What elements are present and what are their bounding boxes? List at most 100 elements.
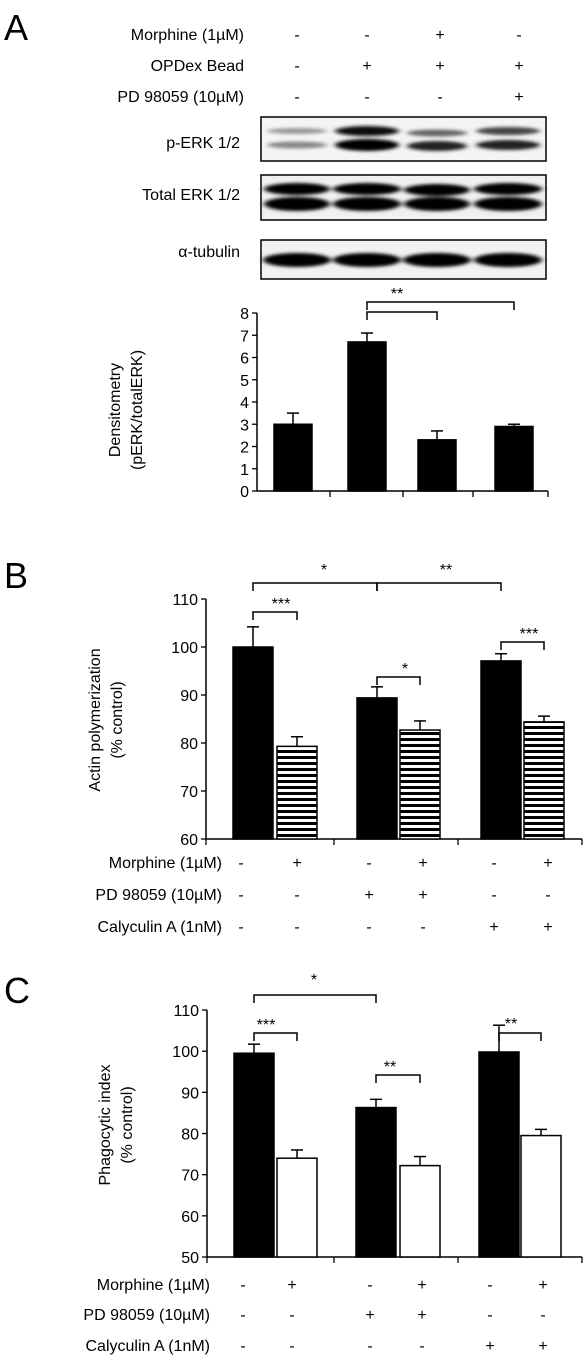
y-tick-label: 3 (240, 417, 249, 434)
panel-b-letter: B (4, 555, 28, 596)
y-tick-label: 50 (181, 1250, 199, 1267)
treatment-mark: + (489, 919, 498, 936)
treatment-mark: - (487, 1307, 492, 1324)
bar (523, 721, 565, 840)
blot-total-ERK-bands (264, 183, 542, 211)
y-tick-label: 4 (240, 395, 249, 412)
panel-c-treatment-table: Morphine (1µM) PD 98059 (10µM) Calyculin… (83, 1277, 547, 1355)
blot-pERK-bands (267, 126, 540, 151)
treatment-row-label: Morphine (1µM) (131, 27, 244, 44)
y-tick-label: 7 (240, 328, 249, 345)
treatment-mark: - (294, 887, 299, 904)
treatment-mark: - (240, 1277, 245, 1294)
y-tick-label: 8 (240, 306, 249, 323)
significance-label: * (402, 661, 408, 678)
treatment-mark: + (287, 1277, 296, 1294)
significance-bracket (252, 582, 378, 591)
treatment-row-label: Morphine (1µM) (109, 855, 222, 872)
significance-bracket (376, 676, 421, 685)
bar (417, 439, 457, 492)
y-tick-label: 70 (180, 784, 198, 801)
y-axis-label: Densitometry (107, 363, 124, 457)
panel-b-treatment-table: Morphine (1µM) PD 98059 (10µM) Calyculin… (95, 855, 552, 936)
y-tick-label: 70 (181, 1168, 199, 1185)
blot-label: p-ERK 1/2 (166, 135, 240, 152)
treatment-mark: + (485, 1338, 494, 1355)
y-tick-label: 110 (173, 1003, 199, 1020)
treatment-mark: - (238, 919, 243, 936)
treatment-mark: - (294, 89, 299, 106)
treatment-mark: - (289, 1338, 294, 1355)
bar (276, 1157, 318, 1258)
y-axis-label: Phagocytic index (97, 1065, 114, 1186)
treatment-row-label: OPDex Bead (151, 58, 244, 75)
y-tick-label: 1 (240, 462, 249, 479)
y-tick-label: 2 (240, 440, 249, 457)
panel-a-treatment-table: Morphine (1µM) OPDex Bead PD 98059 (10µM… (117, 27, 523, 106)
treatment-mark: - (289, 1307, 294, 1324)
bar (480, 660, 522, 840)
significance-bracket (252, 611, 298, 620)
significance-label: ** (391, 286, 403, 303)
treatment-mark: + (514, 89, 523, 106)
treatment-mark: - (364, 27, 369, 44)
bar (356, 697, 398, 840)
treatment-mark: + (435, 27, 444, 44)
treatment-mark: - (294, 58, 299, 75)
y-tick-label: 80 (181, 1127, 199, 1144)
y-tick-label: 6 (240, 351, 249, 368)
phagocytic-index-chart: Phagocytic index (% control) * *** ** **… (97, 972, 583, 1267)
y-axis-label: Actin polymerization (87, 648, 104, 791)
treatment-mark: - (294, 919, 299, 936)
blot-label: α-tubulin (178, 244, 240, 261)
treatment-mark: + (365, 1307, 374, 1324)
treatment-mark: - (366, 855, 371, 872)
treatment-mark: - (540, 1307, 545, 1324)
treatment-mark: + (538, 1338, 547, 1355)
treatment-mark: + (417, 1277, 426, 1294)
treatment-mark: - (240, 1338, 245, 1355)
y-tick-label: 90 (180, 688, 198, 705)
significance-label: * (321, 562, 327, 579)
significance-bracket (366, 301, 515, 310)
treatment-mark: + (364, 887, 373, 904)
bar (233, 1052, 275, 1258)
treatment-row-label: PD 98059 (10µM) (95, 887, 222, 904)
significance-label: *** (520, 626, 539, 643)
treatment-row-label: PD 98059 (10µM) (117, 89, 244, 106)
y-tick-label: 80 (180, 736, 198, 753)
treatment-mark: - (545, 887, 550, 904)
treatment-mark: + (417, 1307, 426, 1324)
significance-label: *** (257, 1017, 276, 1034)
densitometry-chart: Densitometry (pERK/totalERK) ** 0 1 2 3 4 5 6 7… (107, 286, 549, 501)
treatment-mark: + (514, 58, 523, 75)
bar (276, 745, 318, 840)
significance-label: ** (505, 1016, 517, 1033)
treatment-mark: + (543, 919, 552, 936)
y-tick-label: 5 (240, 373, 249, 390)
treatment-row-label: Calyculin A (1nM) (98, 919, 223, 936)
treatment-mark: - (491, 855, 496, 872)
treatment-mark: - (420, 919, 425, 936)
significance-bracket (253, 1032, 298, 1041)
treatment-mark: - (367, 1277, 372, 1294)
western-blots: p-ERK 1/2 Total ERK 1/2 α-tubulin (142, 116, 547, 280)
significance-label: *** (272, 596, 291, 613)
significance-label: * (311, 972, 317, 989)
treatment-mark: + (543, 855, 552, 872)
blot-tubulin-bands (263, 253, 542, 267)
significance-bracket (366, 311, 438, 320)
treatment-mark: - (364, 89, 369, 106)
treatment-mark: - (487, 1277, 492, 1294)
y-tick-label: 110 (172, 592, 198, 609)
y-axis-label: (pERK/totalERK) (129, 350, 146, 470)
y-tick-label: 90 (181, 1085, 199, 1102)
treatment-mark: + (362, 58, 371, 75)
bar (232, 646, 274, 840)
treatment-mark: - (491, 887, 496, 904)
significance-label: ** (440, 562, 452, 579)
y-axis-label: (% control) (119, 1086, 136, 1163)
treatment-row-label: PD 98059 (10µM) (83, 1307, 210, 1324)
treatment-mark: - (238, 855, 243, 872)
